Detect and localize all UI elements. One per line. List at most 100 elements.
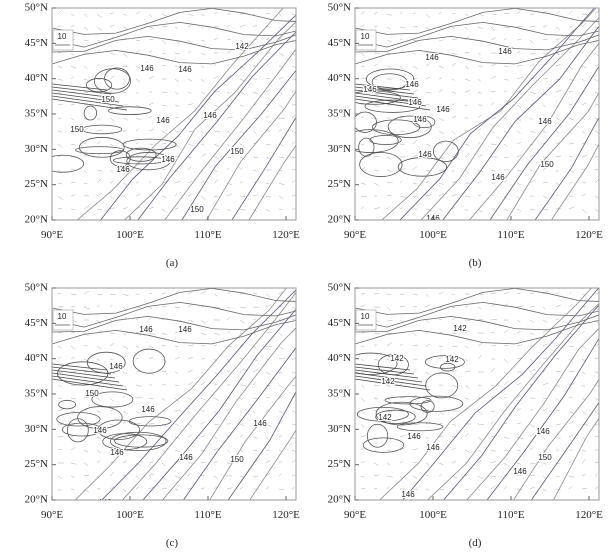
wind-vector <box>239 434 244 438</box>
wind-vector <box>360 345 365 348</box>
wind-vector <box>594 344 599 347</box>
wind-vector <box>555 397 560 402</box>
wind-vector <box>386 462 391 466</box>
wind-vector <box>451 358 458 362</box>
wind-vector <box>412 475 417 479</box>
wind-vector <box>70 76 75 80</box>
wind-vector <box>291 318 296 321</box>
wind-vector <box>96 410 102 413</box>
contour-line <box>442 25 599 220</box>
wind-vector <box>109 304 113 308</box>
wind-vector <box>360 358 364 361</box>
wind-vector <box>373 487 378 490</box>
wind-vector <box>399 65 405 71</box>
wind-vector <box>96 192 103 197</box>
wind-vector <box>490 194 495 197</box>
wind-vector <box>161 292 166 295</box>
wind-vector <box>425 304 430 308</box>
wind-vector <box>278 461 283 464</box>
wind-vector <box>213 436 217 439</box>
wind-vector <box>187 65 192 67</box>
wind-vector <box>122 91 127 94</box>
wind-vector <box>83 26 89 30</box>
wind-vector <box>451 91 457 94</box>
wind-vector <box>278 76 284 80</box>
wind-vector <box>96 141 101 145</box>
wind-vector <box>360 410 365 414</box>
contour-line <box>358 137 375 157</box>
lat-label: 20°N <box>25 494 48 506</box>
wind-vector <box>477 384 482 387</box>
wind-vector <box>451 78 455 81</box>
wind-vector <box>464 13 469 17</box>
wind-vector <box>581 371 586 375</box>
wind-vector <box>109 471 115 477</box>
wind-vector <box>425 474 430 477</box>
wind-vector <box>386 181 393 184</box>
contour-line <box>52 363 108 371</box>
wind-vector <box>265 332 272 334</box>
wind-vector <box>529 447 534 451</box>
wind-vector <box>568 104 573 106</box>
contour-line <box>61 422 102 437</box>
wind-vector <box>122 78 126 82</box>
wind-vector <box>109 24 115 28</box>
wind-vector <box>135 49 141 54</box>
contour-line <box>424 355 465 369</box>
wind-vector <box>252 475 258 477</box>
contour-label: 146 <box>538 117 552 126</box>
wind-vector <box>438 77 443 80</box>
wind-vector <box>252 292 257 295</box>
wind-vector <box>412 435 418 438</box>
wind-vector <box>291 345 295 349</box>
wind-vector <box>373 397 378 400</box>
wind-vector <box>265 13 271 15</box>
wind-vector <box>161 208 167 213</box>
wind-vector <box>148 50 152 54</box>
wind-vector <box>187 370 193 373</box>
wind-vector <box>399 475 403 479</box>
wind-vector <box>594 306 599 311</box>
wind-vector <box>122 117 129 121</box>
wind-vector <box>226 38 231 41</box>
wind-vector <box>109 195 114 199</box>
wind-vector <box>57 475 62 479</box>
wind-vector <box>265 208 270 212</box>
wind-vector <box>451 143 456 145</box>
wind-vector <box>226 24 230 28</box>
wind-vector <box>477 195 482 197</box>
lat-label: 25°N <box>328 178 351 190</box>
wind-vector <box>568 303 573 308</box>
contour-label: 150 <box>230 147 244 156</box>
contour-line <box>365 68 415 90</box>
wind-vector <box>96 117 101 121</box>
wind-vector <box>200 397 206 401</box>
wind-vector <box>70 331 76 334</box>
wind-vector <box>516 169 522 172</box>
wind-vector <box>252 142 258 145</box>
wind-vector <box>594 461 599 464</box>
wind-vector <box>438 435 444 438</box>
wind-vector <box>568 291 572 295</box>
wind-vector <box>360 182 366 185</box>
wind-vector <box>568 206 575 210</box>
wind-vector <box>239 39 245 44</box>
wind-vector <box>161 91 168 93</box>
contour-line <box>355 40 599 65</box>
wind-vector <box>200 344 206 347</box>
wind-vector <box>226 407 231 412</box>
wind-vector <box>360 475 365 478</box>
wind-vector <box>490 384 495 386</box>
wind-vector <box>503 449 509 451</box>
wind-vector <box>57 143 63 148</box>
wind-vector <box>109 207 115 210</box>
contour-line <box>426 302 599 500</box>
lon-label: 90°E <box>41 229 63 241</box>
contour-line <box>355 369 419 379</box>
wind-vector <box>373 11 378 15</box>
wind-vector <box>148 129 154 132</box>
wind-vector <box>239 181 243 184</box>
wind-vector <box>451 316 457 321</box>
wind-vector <box>451 345 458 348</box>
wind-vector <box>96 169 103 172</box>
